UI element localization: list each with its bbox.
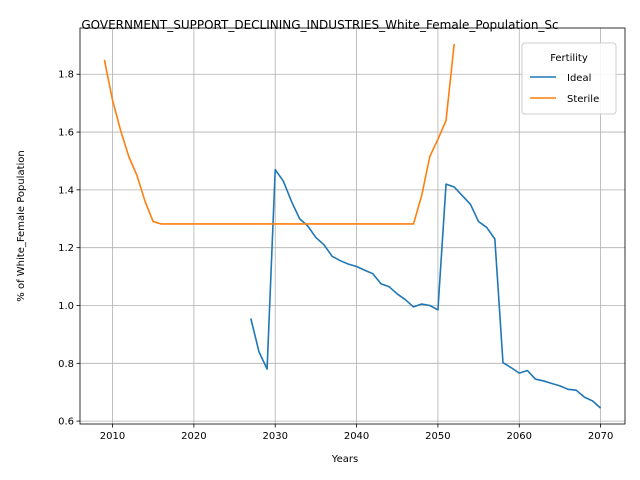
legend-sterile-label: Sterile (567, 94, 599, 105)
y-tick-label: 0.8 (58, 359, 74, 370)
x-tick-label: 2070 (588, 431, 613, 442)
x-tick-label: 2020 (181, 431, 206, 442)
legend: Fertility Ideal Sterile (521, 42, 617, 115)
legend-ideal-label: Ideal (567, 73, 591, 84)
legend-box (521, 42, 617, 115)
legend-title: Fertility (550, 53, 588, 64)
series-line-sterile (103, 43, 455, 225)
x-tick-label: 2010 (100, 431, 125, 442)
y-tick-label: 0.6 (58, 417, 74, 428)
y-tick-label: 1.2 (58, 243, 74, 254)
grid-lines (80, 28, 625, 424)
chart-title: GOVERNMENT_SUPPORT_DECLINING_INDUSTRIES_… (81, 18, 558, 32)
axis-ticks: 2010 2020 2030 2040 2050 2060 2070 0.6 0.8 1.0 1.2… (58, 70, 613, 442)
y-tick-label: 1.4 (58, 185, 74, 196)
y-tick-label: 1.6 (58, 128, 74, 139)
x-axis-label: Years (331, 454, 358, 465)
plot-frame (79, 27, 626, 425)
x-tick-label: 2060 (507, 431, 532, 442)
y-tick-label: 1.8 (58, 70, 74, 81)
y-tick-label: 1.0 (58, 301, 74, 312)
y-axis-label: % of White_Female Population (16, 150, 27, 301)
series-lines (103, 43, 602, 409)
x-tick-label: 2040 (344, 431, 369, 442)
x-tick-label: 2050 (425, 431, 450, 442)
x-tick-label: 2030 (262, 431, 287, 442)
series-line-ideal (250, 168, 602, 409)
